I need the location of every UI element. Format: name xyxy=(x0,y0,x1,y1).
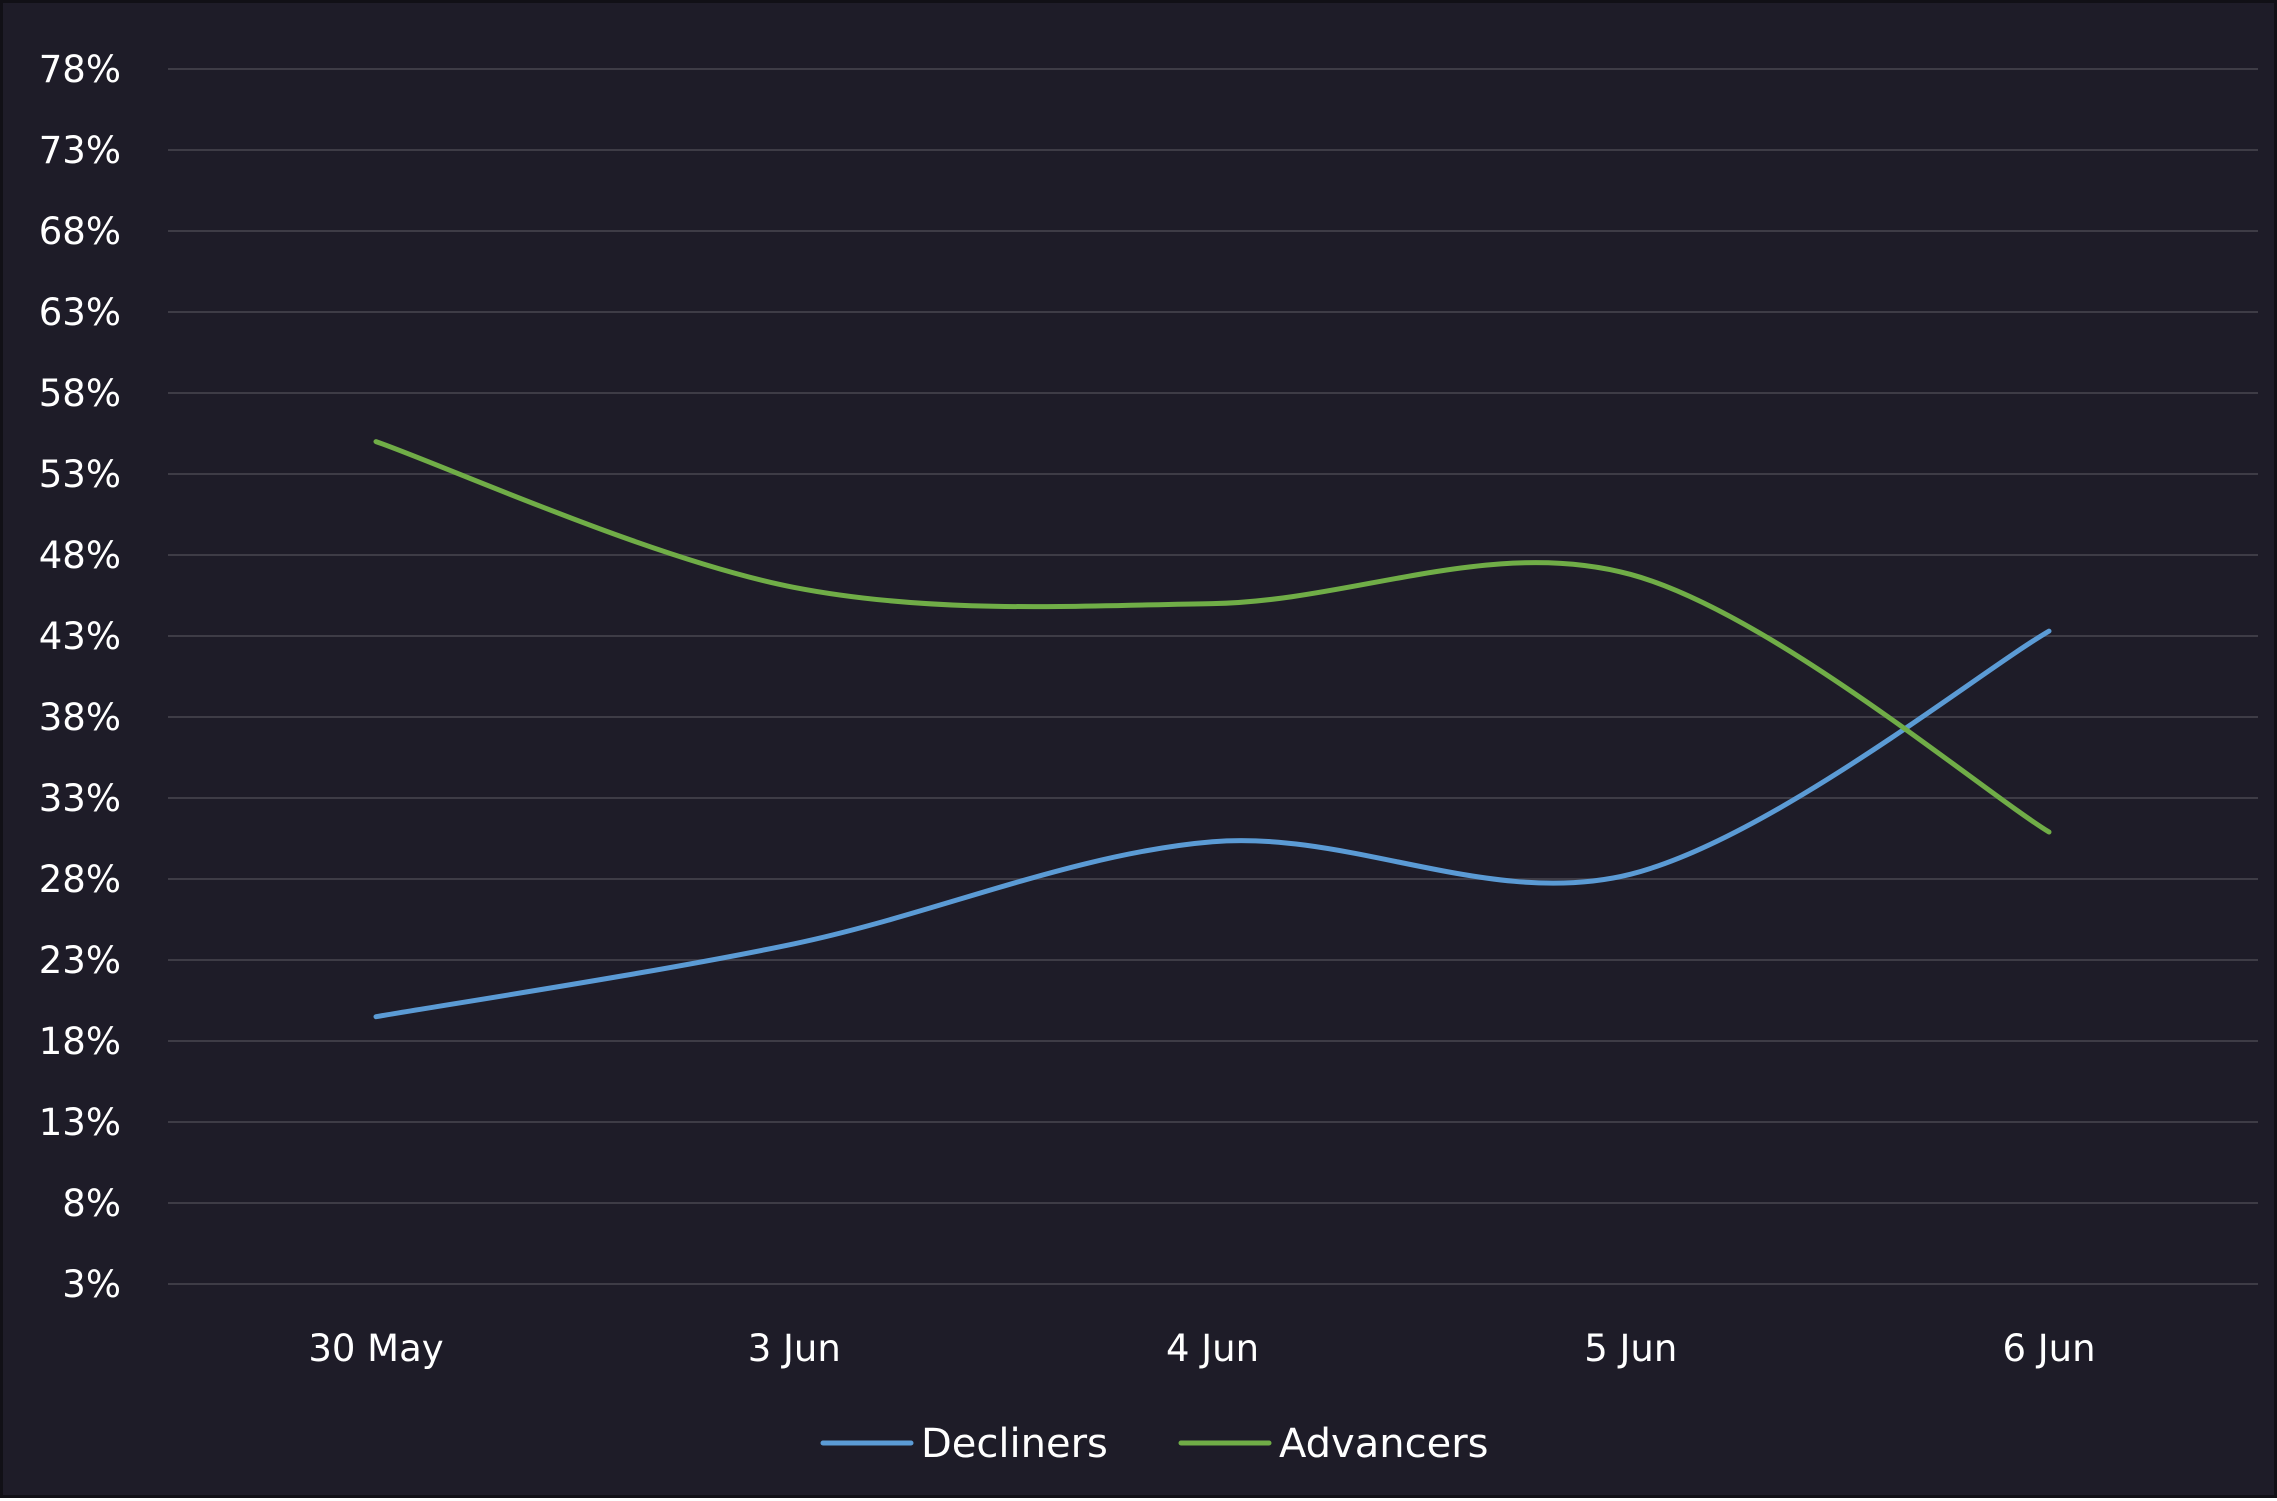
y-tick-label: 73% xyxy=(39,129,121,172)
line-chart: 78% 73% 68% 63% 58% 53% 48% 43% 38% 33% 28% 23% 18% 1… xyxy=(39,48,2258,1467)
y-tick-label: 48% xyxy=(39,534,121,577)
x-tick-label: 3 Jun xyxy=(748,1327,841,1370)
y-tick-label: 53% xyxy=(39,453,121,496)
x-tick-label: 6 Jun xyxy=(2002,1327,2095,1370)
legend-label-advancers: Advancers xyxy=(1279,1421,1488,1467)
y-tick-label: 13% xyxy=(39,1101,121,1144)
series-lines xyxy=(373,439,2052,1020)
y-tick-label: 18% xyxy=(39,1020,121,1063)
gridlines xyxy=(168,68,2258,1285)
y-tick-label: 3% xyxy=(62,1263,121,1306)
x-tick-label: 5 Jun xyxy=(1584,1327,1677,1370)
y-tick-label: 78% xyxy=(39,48,121,91)
y-tick-label: 63% xyxy=(39,291,121,334)
series-line-decliners xyxy=(373,628,2052,1020)
y-tick-label: 38% xyxy=(39,696,121,739)
y-tick-label: 68% xyxy=(39,210,121,253)
legend: Decliners Advancers xyxy=(820,1421,1488,1467)
x-tick-label: 4 Jun xyxy=(1166,1327,1259,1370)
y-tick-label: 23% xyxy=(39,939,121,982)
y-tick-label: 28% xyxy=(39,858,121,901)
y-tick-label: 33% xyxy=(39,777,121,820)
y-tick-label: 8% xyxy=(62,1182,121,1225)
x-axis-ticks: 30 May 3 Jun 4 Jun 5 Jun 6 Jun xyxy=(308,1327,2095,1370)
series-line-advancers xyxy=(373,439,2052,835)
y-tick-label: 58% xyxy=(39,372,121,415)
y-tick-label: 43% xyxy=(39,615,121,658)
legend-label-decliners: Decliners xyxy=(921,1421,1108,1467)
x-tick-label: 30 May xyxy=(308,1327,443,1370)
y-axis-ticks: 78% 73% 68% 63% 58% 53% 48% 43% 38% 33% 28% 23% 18% 1… xyxy=(39,48,121,1306)
